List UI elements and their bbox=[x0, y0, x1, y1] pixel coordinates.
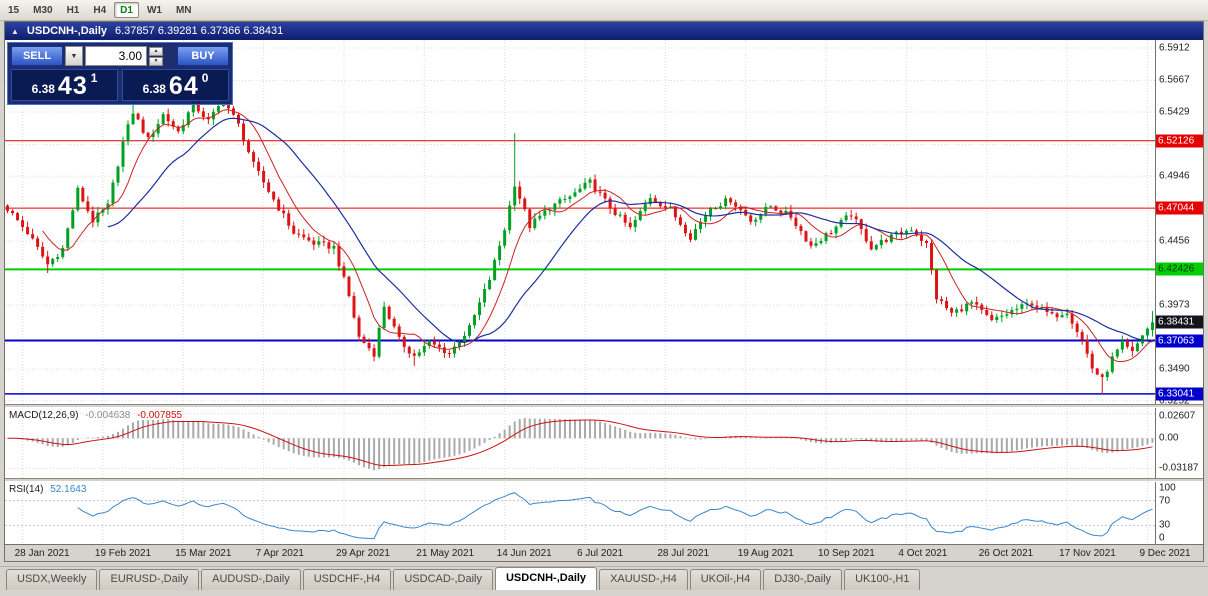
level-price-badge: 6.42426 bbox=[1156, 262, 1203, 276]
date-label: 21 May 2021 bbox=[416, 548, 475, 559]
macd-title: MACD(12,26,9) bbox=[9, 410, 79, 421]
bid-price-main: 6.38 bbox=[31, 82, 55, 96]
rsi-title: RSI(14) bbox=[9, 484, 44, 495]
timeframe-button-15[interactable]: 15 bbox=[2, 2, 25, 18]
chart-ohlc-values: 6.37857 6.39281 6.37366 6.38431 bbox=[115, 25, 284, 37]
macd-axis-label: 0.00 bbox=[1159, 432, 1179, 444]
date-label: 10 Sep 2021 bbox=[818, 548, 875, 559]
price-axis-label: 6.4456 bbox=[1159, 235, 1190, 247]
rsi-label: RSI(14) 52.1643 bbox=[9, 484, 90, 495]
chart-tab-dj30[interactable]: DJ30-,Daily bbox=[763, 569, 843, 590]
rsi-axis-label: 100 bbox=[1159, 482, 1176, 494]
volume-increase-button[interactable]: ▲ bbox=[149, 46, 163, 56]
timeframe-toolbar: 15 M30 H1 H4 D1 W1 MN bbox=[0, 0, 1208, 21]
chart-titlebar: ▲ USDCNH-,Daily 6.37857 6.39281 6.37366 … bbox=[5, 22, 1203, 40]
chart-tab-eurusd[interactable]: EURUSD-,Daily bbox=[99, 569, 200, 590]
chevron-down-icon: ▼ bbox=[70, 52, 78, 60]
chart-tab-ukoil[interactable]: UKOil-,H4 bbox=[689, 569, 762, 590]
date-label: 19 Aug 2021 bbox=[737, 548, 794, 559]
macd-axis: 0.02607 0.00 -0.03187 bbox=[1155, 408, 1203, 478]
chart-tab-usdcnh[interactable]: USDCNH-,Daily bbox=[494, 567, 598, 590]
macd-chart-canvas[interactable] bbox=[5, 408, 1155, 478]
macd-axis-label: -0.03187 bbox=[1159, 462, 1199, 474]
chart-tab-usdcad[interactable]: USDCAD-,Daily bbox=[393, 569, 493, 590]
macd-main-value: -0.004638 bbox=[85, 410, 131, 421]
ask-price-display[interactable]: 6.38 64 0 bbox=[122, 69, 229, 101]
macd-axis-label: 0.02607 bbox=[1159, 410, 1196, 422]
rsi-axis: 100 70 30 0 bbox=[1155, 482, 1203, 544]
chart-tab-usdchf[interactable]: USDCHF-,H4 bbox=[302, 569, 392, 590]
ask-price-point: 0 bbox=[201, 71, 209, 85]
rsi-axis-label: 30 bbox=[1159, 519, 1171, 531]
chart-tab-audusd[interactable]: AUDUSD-,Daily bbox=[201, 569, 301, 590]
timeframe-button-d1[interactable]: D1 bbox=[114, 2, 139, 18]
date-label: 26 Oct 2021 bbox=[978, 548, 1034, 559]
volume-stepper: ▲ ▼ bbox=[149, 46, 163, 66]
macd-label: MACD(12,26,9) -0.004638 -0.007855 bbox=[9, 410, 186, 421]
bid-price-pips: 43 bbox=[57, 72, 88, 100]
sell-button[interactable]: SELL bbox=[11, 46, 63, 66]
bid-price-display[interactable]: 6.38 43 1 bbox=[11, 69, 118, 101]
timeframe-button-w1[interactable]: W1 bbox=[141, 2, 168, 18]
chart-title: USDCNH-,Daily bbox=[26, 25, 107, 37]
panel-splitter[interactable] bbox=[5, 404, 1203, 408]
level-price-badge: 6.52126 bbox=[1156, 134, 1203, 148]
date-label: 28 Jul 2021 bbox=[657, 548, 710, 559]
level-price-badge: 6.47044 bbox=[1156, 201, 1203, 215]
one-click-toggle-icon[interactable]: ▲ bbox=[11, 26, 19, 36]
price-chart-panel: 6.59126.56676.54296.51846.49466.44566.39… bbox=[5, 40, 1203, 404]
date-label: 17 Nov 2021 bbox=[1059, 548, 1116, 559]
rsi-chart-canvas[interactable] bbox=[5, 482, 1155, 544]
chart-tabs: USDX,Weekly EURUSD-,Daily AUDUSD-,Daily USD… bbox=[0, 566, 1208, 590]
one-click-trading-panel: SELL ▼ ▲ ▼ BUY 6.38 43 1 bbox=[7, 42, 233, 105]
date-label: 7 Apr 2021 bbox=[255, 548, 304, 559]
price-axis: 6.59126.56676.54296.51846.49466.44566.39… bbox=[1155, 40, 1203, 404]
current-price-badge: 6.38431 bbox=[1156, 315, 1203, 329]
volume-input[interactable] bbox=[85, 46, 147, 66]
macd-panel: 0.02607 0.00 -0.03187 MACD(12,26,9) -0.004… bbox=[5, 408, 1203, 478]
timeframe-button-mn[interactable]: MN bbox=[170, 2, 198, 18]
price-axis-label: 6.4946 bbox=[1159, 170, 1190, 182]
macd-signal-value: -0.007855 bbox=[137, 410, 183, 421]
date-label: 14 Jun 2021 bbox=[496, 548, 552, 559]
price-axis-label: 6.5429 bbox=[1159, 106, 1190, 118]
date-label: 6 Jul 2021 bbox=[577, 548, 624, 559]
price-chart-canvas[interactable] bbox=[5, 40, 1155, 404]
panel-splitter[interactable] bbox=[5, 478, 1203, 482]
date-label: 29 Apr 2021 bbox=[335, 548, 390, 559]
chart-tab-uk100[interactable]: UK100-,H1 bbox=[844, 569, 921, 590]
price-axis-label: 6.3973 bbox=[1159, 299, 1190, 311]
date-label: 19 Feb 2021 bbox=[94, 548, 152, 559]
rsi-value: 52.1643 bbox=[50, 484, 87, 495]
date-axis: 28 Jan 2021 19 Feb 2021 15 Mar 2021 7 Apr 2… bbox=[5, 544, 1203, 561]
chart-window: ▲ USDCNH-,Daily 6.37857 6.39281 6.37366 … bbox=[4, 21, 1204, 562]
chart-tab-xauusd[interactable]: XAUUSD-,H4 bbox=[599, 569, 688, 590]
date-label: 4 Oct 2021 bbox=[898, 548, 948, 559]
rsi-axis-label: 0 bbox=[1159, 532, 1165, 544]
buy-button[interactable]: BUY bbox=[177, 46, 229, 66]
date-label: 15 Mar 2021 bbox=[175, 548, 232, 559]
level-price-badge: 6.33041 bbox=[1156, 387, 1203, 401]
date-label: 9 Dec 2021 bbox=[1139, 548, 1191, 559]
ask-price-pips: 64 bbox=[168, 72, 199, 100]
price-axis-label: 6.5667 bbox=[1159, 74, 1190, 86]
rsi-panel: 100 70 30 0 RSI(14) 52.1643 bbox=[5, 482, 1203, 544]
ask-price-main: 6.38 bbox=[142, 82, 166, 96]
volume-decrease-button[interactable]: ▼ bbox=[149, 56, 163, 66]
volume-dropdown-button[interactable]: ▼ bbox=[65, 46, 83, 66]
price-axis-label: 6.3490 bbox=[1159, 363, 1190, 375]
timeframe-button-h4[interactable]: H4 bbox=[87, 2, 112, 18]
date-label: 28 Jan 2021 bbox=[14, 548, 70, 559]
rsi-axis-label: 70 bbox=[1159, 495, 1171, 507]
level-price-badge: 6.37063 bbox=[1156, 334, 1203, 348]
timeframe-button-m30[interactable]: M30 bbox=[27, 2, 58, 18]
timeframe-button-h1[interactable]: H1 bbox=[61, 2, 86, 18]
chart-tab-usdx[interactable]: USDX,Weekly bbox=[6, 569, 98, 590]
bid-price-point: 1 bbox=[90, 71, 98, 85]
price-axis-label: 6.5912 bbox=[1159, 42, 1190, 54]
